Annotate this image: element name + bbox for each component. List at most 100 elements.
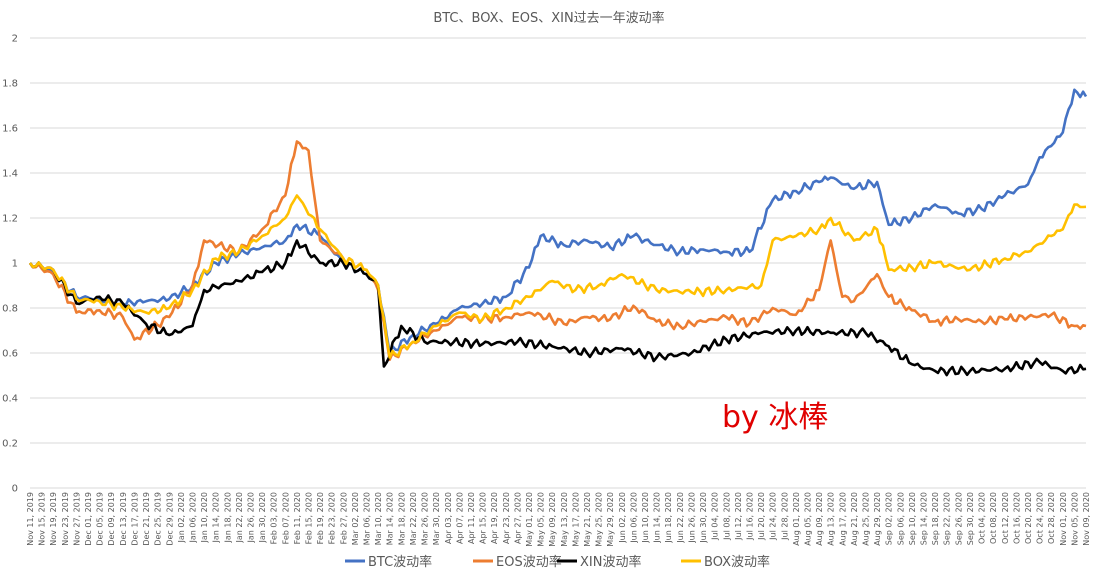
series-layer [28, 88, 1088, 377]
x-tick-label: Jul 08, 2020 [722, 492, 731, 541]
legend-label: BOX波动率 [704, 554, 770, 570]
x-tick-label: Jun 22, 2020 [676, 492, 685, 544]
x-tick-label: Apr 11, 2020 [467, 492, 476, 544]
x-tick-label: Feb 11, 2020 [293, 492, 302, 544]
x-tick-label: Apr 27, 2020 [513, 492, 522, 544]
series-line [28, 239, 1087, 377]
x-tick-label: Nov 19, 2019 [49, 492, 58, 546]
x-tick-label: Apr 23, 2020 [502, 492, 511, 544]
x-tick-label: Jan 18, 2020 [223, 492, 232, 544]
x-tick-label: Jun 18, 2020 [664, 492, 673, 544]
y-tick-label: 2 [12, 34, 18, 45]
x-tick-label: Mar 30, 2020 [432, 492, 441, 545]
x-tick-label: Oct 04, 2020 [978, 492, 987, 544]
x-tick-label: Oct 20, 2020 [1024, 492, 1033, 544]
legend-label: XIN波动率 [580, 554, 641, 570]
x-tick-label: Mar 14, 2020 [386, 492, 395, 545]
x-tick-label: Mar 22, 2020 [409, 492, 418, 545]
x-tick-label: Feb 27, 2020 [339, 492, 348, 544]
x-tick-label: Nov 01, 2020 [1059, 492, 1068, 546]
x-tick-label: Apr 15, 2020 [479, 492, 488, 544]
legend-item: BTC波动率 [345, 554, 432, 570]
x-tick-label: Feb 19, 2020 [316, 492, 325, 544]
x-tick-label: Jun 30, 2020 [699, 492, 708, 544]
x-tick-label: Mar 26, 2020 [421, 492, 430, 545]
x-tick-label: Jan 14, 2020 [212, 492, 221, 544]
x-tick-label: Aug 01, 2020 [792, 492, 801, 546]
x-tick-label: Nov 05, 2020 [1070, 492, 1079, 546]
x-tick-label: Mar 06, 2020 [363, 492, 372, 545]
x-tick-label: Mar 10, 2020 [374, 492, 383, 545]
y-tick-label: 1.4 [2, 169, 18, 180]
x-tick-label: May 17, 2020 [571, 492, 580, 547]
x-tick-label: Oct 12, 2020 [1001, 492, 1010, 544]
legend-label: BTC波动率 [368, 554, 432, 570]
x-tick-label: Jul 16, 2020 [745, 492, 754, 541]
x-tick-label: Jul 20, 2020 [757, 492, 766, 541]
x-tick-label: Mar 02, 2020 [351, 492, 360, 545]
x-tick-label: Jan 06, 2020 [188, 492, 197, 544]
x-tick-label: May 09, 2020 [548, 492, 557, 547]
x-tick-label: Sep 02, 2020 [885, 492, 894, 545]
x-tick-label: Aug 13, 2020 [827, 492, 836, 546]
x-tick-label: Nov 11, 2019 [26, 492, 35, 546]
x-tick-label: May 01, 2020 [525, 492, 534, 547]
chart-title: BTC、BOX、EOS、XIN过去一年波动率 [433, 10, 664, 26]
x-tick-label: Dec 21, 2019 [142, 492, 151, 546]
x-tick-label: Oct 24, 2020 [1036, 492, 1045, 544]
x-tick-label: Jan 10, 2020 [200, 492, 209, 544]
series-line [28, 88, 1088, 355]
x-tick-label: Apr 07, 2020 [455, 492, 464, 544]
x-tick-label: Jan 26, 2020 [246, 492, 255, 544]
x-tick-label: Dec 05, 2019 [96, 492, 105, 546]
x-tick-label: Nov 27, 2019 [72, 492, 81, 546]
x-tick-label: Jun 10, 2020 [641, 492, 650, 544]
x-tick-label: Sep 06, 2020 [896, 492, 905, 545]
x-tick-label: Aug 21, 2020 [850, 492, 859, 546]
series-line [28, 194, 1087, 359]
y-tick-label: 1.2 [2, 214, 18, 225]
x-tick-label: Feb 23, 2020 [328, 492, 337, 544]
y-tick-label: 0.4 [2, 394, 18, 405]
legend-item: EOS波动率 [473, 554, 562, 570]
y-tick-label: 0.6 [2, 349, 18, 360]
y-tick-label: 1.6 [2, 124, 18, 135]
x-tick-label: Sep 26, 2020 [954, 492, 963, 545]
x-tick-label: Apr 03, 2020 [444, 492, 453, 544]
x-tick-label: Dec 09, 2019 [107, 492, 116, 546]
legend-item: XIN波动率 [557, 554, 641, 570]
x-tick-label: Oct 16, 2020 [1012, 492, 1021, 544]
series-line [28, 140, 1087, 362]
y-tick-label: 1 [12, 259, 18, 270]
x-tick-label: May 21, 2020 [583, 492, 592, 547]
x-axis: Nov 11, 2019 Nov 15, 2019 Nov 19, 2019 Nov … [26, 492, 1091, 547]
watermark-text: by 冰棒 [722, 400, 828, 435]
x-tick-label: Jun 06, 2020 [629, 492, 638, 544]
x-tick-label: Jan 22, 2020 [235, 492, 244, 544]
x-tick-label: Nov 15, 2019 [38, 492, 47, 546]
x-tick-label: Nov 23, 2019 [61, 492, 70, 546]
x-tick-label: May 13, 2020 [560, 492, 569, 547]
x-tick-label: Aug 29, 2020 [873, 492, 882, 546]
x-tick-label: Jan 30, 2020 [258, 492, 267, 544]
x-tick-label: Feb 15, 2020 [305, 492, 314, 544]
x-tick-label: Jul 28, 2020 [780, 492, 789, 541]
legend-label: EOS波动率 [496, 554, 562, 570]
y-tick-label: 0.8 [2, 304, 18, 315]
x-tick-label: Aug 09, 2020 [815, 492, 824, 546]
x-tick-label: Apr 19, 2020 [490, 492, 499, 544]
x-tick-label: Oct 08, 2020 [989, 492, 998, 544]
x-tick-label: Jul 12, 2020 [734, 492, 743, 541]
x-tick-label: Jun 02, 2020 [618, 492, 627, 544]
x-tick-label: Sep 18, 2020 [931, 492, 940, 545]
x-tick-label: Jul 24, 2020 [769, 492, 778, 541]
x-tick-label: Aug 17, 2020 [838, 492, 847, 546]
x-tick-label: Aug 05, 2020 [803, 492, 812, 546]
x-tick-label: Dec 13, 2019 [119, 492, 128, 546]
x-tick-label: Sep 22, 2020 [943, 492, 952, 545]
x-tick-label: May 29, 2020 [606, 492, 615, 547]
x-tick-label: Jun 26, 2020 [687, 492, 696, 544]
legend: BTC波动率 EOS波动率 XIN波动率 BOX波动率 [345, 554, 770, 570]
x-tick-label: Feb 03, 2020 [270, 492, 279, 544]
x-tick-label: Aug 25, 2020 [862, 492, 871, 546]
